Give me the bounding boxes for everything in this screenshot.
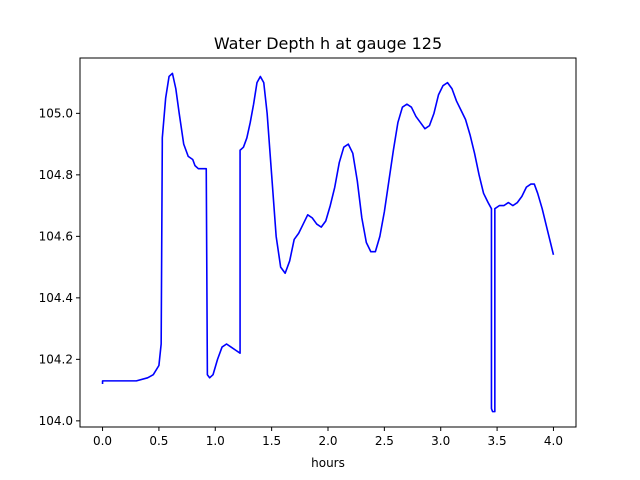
y-tick-label: 105.0 xyxy=(39,106,73,120)
x-tick-label: 0.0 xyxy=(93,434,112,448)
x-tick-label: 1.0 xyxy=(206,434,225,448)
y-tick-label: 104.4 xyxy=(39,291,73,305)
x-axis: 0.0 0.5 1.0 1.5 2.0 2.5 3.0 3.5 4.0 xyxy=(93,427,563,448)
series-line xyxy=(101,72,555,413)
x-tick-label: 2.5 xyxy=(375,434,394,448)
y-axis: 104.0 104.2 104.4 104.6 104.8 105.0 xyxy=(39,106,80,428)
x-tick-label: 2.0 xyxy=(318,434,337,448)
y-tick-label: 104.2 xyxy=(39,352,73,366)
chart-title: Water Depth h at gauge 125 xyxy=(214,34,442,53)
plot-area xyxy=(79,57,577,428)
y-tick-label: 104.0 xyxy=(39,414,73,428)
x-tick-label: 3.0 xyxy=(431,434,450,448)
x-tick-label: 3.5 xyxy=(488,434,507,448)
x-tick-label: 0.5 xyxy=(149,434,168,448)
y-tick-label: 104.8 xyxy=(39,168,73,182)
x-axis-label: hours xyxy=(311,456,345,470)
x-tick-label: 1.5 xyxy=(262,434,281,448)
x-tick-label: 4.0 xyxy=(544,434,563,448)
y-tick-label: 104.6 xyxy=(39,229,73,243)
